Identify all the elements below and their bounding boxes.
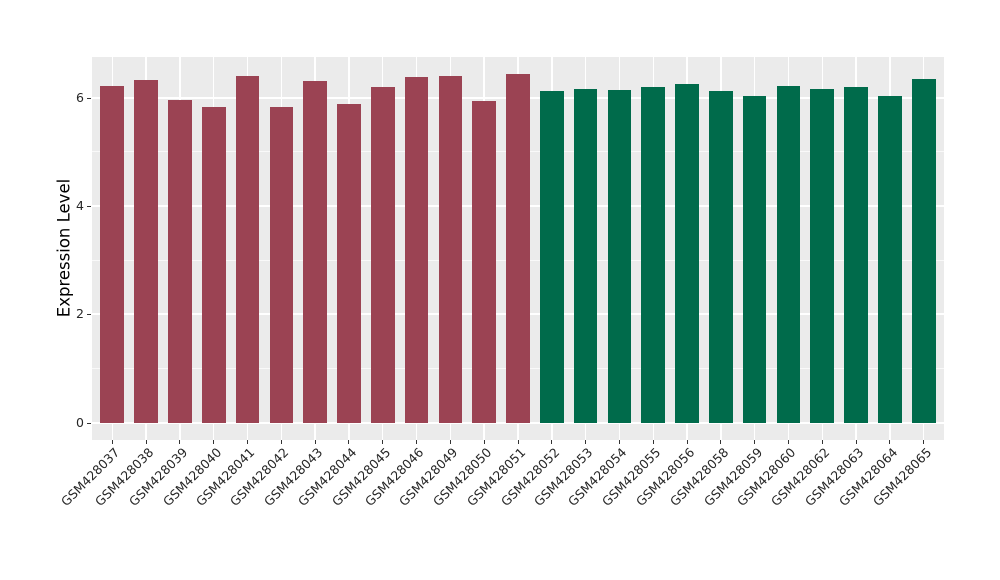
y-tick-mark-0 bbox=[87, 422, 91, 424]
y-tick-mark-2 bbox=[87, 314, 91, 316]
bar-GSM428044 bbox=[337, 104, 361, 423]
y-tick-mark-4 bbox=[87, 205, 91, 207]
bar-GSM428045 bbox=[370, 86, 395, 423]
y-tick-label-4: 4 bbox=[76, 197, 84, 213]
x-tick-mark-GSM428059 bbox=[754, 440, 756, 444]
x-tick-mark-GSM428054 bbox=[618, 440, 620, 444]
bar-GSM428054 bbox=[607, 90, 632, 423]
x-tick-mark-GSM428060 bbox=[787, 440, 789, 444]
bar-GSM428051 bbox=[506, 74, 530, 423]
bar-GSM428052 bbox=[539, 91, 564, 423]
bar-GSM428037 bbox=[100, 86, 125, 423]
y-tick-label-6: 6 bbox=[76, 89, 84, 105]
x-tick-mark-GSM428037 bbox=[111, 440, 113, 444]
bar-GSM428058 bbox=[709, 90, 733, 423]
bar-GSM428065 bbox=[911, 78, 936, 423]
plot-area bbox=[92, 57, 944, 440]
y-tick-label-2: 2 bbox=[76, 306, 84, 322]
x-tick-mark-GSM428052 bbox=[551, 440, 553, 444]
x-tick-mark-GSM428063 bbox=[855, 440, 857, 444]
bar-GSM428050 bbox=[472, 101, 496, 423]
bar-GSM428049 bbox=[438, 76, 463, 423]
x-tick-mark-GSM428039 bbox=[179, 440, 181, 444]
x-tick-mark-GSM428064 bbox=[889, 440, 891, 444]
x-tick-mark-GSM428040 bbox=[213, 440, 215, 444]
bar-GSM428046 bbox=[404, 77, 429, 423]
x-tick-mark-GSM428062 bbox=[821, 440, 823, 444]
x-tick-mark-GSM428049 bbox=[449, 440, 451, 444]
x-tick-mark-GSM428044 bbox=[348, 440, 350, 444]
x-tick-mark-GSM428055 bbox=[652, 440, 654, 444]
x-tick-mark-GSM428046 bbox=[416, 440, 418, 444]
x-tick-mark-GSM428065 bbox=[923, 440, 925, 444]
bar-GSM428043 bbox=[303, 80, 327, 423]
bar-GSM428040 bbox=[201, 106, 226, 423]
x-tick-mark-GSM428041 bbox=[247, 440, 249, 444]
x-tick-mark-GSM428051 bbox=[517, 440, 519, 444]
x-tick-mark-GSM428058 bbox=[720, 440, 722, 444]
bar-GSM428041 bbox=[235, 76, 260, 423]
bar-GSM428053 bbox=[573, 89, 598, 423]
bar-GSM428060 bbox=[776, 85, 801, 423]
y-tick-label-0: 0 bbox=[76, 414, 84, 430]
x-tick-mark-GSM428042 bbox=[280, 440, 282, 444]
x-tick-mark-GSM428053 bbox=[585, 440, 587, 444]
bar-GSM428039 bbox=[168, 100, 192, 423]
bar-GSM428063 bbox=[844, 87, 868, 423]
x-tick-mark-GSM428045 bbox=[382, 440, 384, 444]
x-tick-mark-GSM428056 bbox=[686, 440, 688, 444]
y-tick-mark-6 bbox=[87, 97, 91, 99]
bar-GSM428056 bbox=[675, 84, 699, 423]
bar-GSM428055 bbox=[641, 87, 666, 423]
bar-GSM428038 bbox=[134, 79, 158, 423]
bar-GSM428059 bbox=[742, 96, 767, 423]
x-tick-mark-GSM428050 bbox=[483, 440, 485, 444]
x-tick-mark-GSM428038 bbox=[145, 440, 147, 444]
bar-GSM428042 bbox=[269, 106, 294, 423]
bar-GSM428064 bbox=[878, 96, 902, 423]
bar-GSM428062 bbox=[810, 89, 835, 423]
x-tick-mark-GSM428043 bbox=[314, 440, 316, 444]
